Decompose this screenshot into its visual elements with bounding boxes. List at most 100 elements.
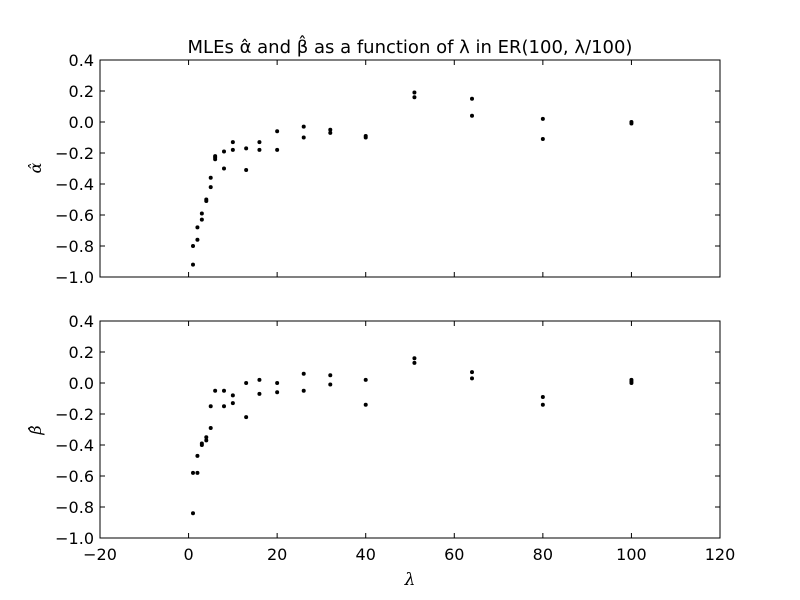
beta-data-point [257, 377, 262, 382]
beta-xtick-label: −20 [83, 545, 117, 564]
alpha-data-point [257, 140, 262, 145]
alpha-data-point [222, 149, 226, 154]
beta-data-point [363, 377, 368, 382]
beta-y-axis: −1.0 −0.8 −0.6 −0.4 −0.2 0.0 0.2 0.4 [55, 312, 720, 548]
beta-ytick-label: −1.0 [55, 529, 94, 548]
alpha-y-axis: −1.0 −0.8 −0.6 −0.4 −0.2 0.0 0.2 0.4 [55, 51, 720, 287]
beta-data-point [204, 438, 209, 443]
beta-data-point [275, 381, 280, 385]
beta-data-point [470, 370, 474, 375]
alpha-data-point [301, 135, 306, 140]
beta-points [191, 356, 634, 516]
beta-panel: −1.0 −0.8 −0.6 −0.4 −0.2 0.0 0.2 0.4 −20 0 20 40 60… [26, 312, 735, 564]
beta-data-point [213, 388, 218, 393]
beta-ytick-label: 0.0 [69, 374, 94, 393]
beta-xtick-label: 60 [444, 545, 464, 564]
alpha-data-point [470, 113, 474, 118]
alpha-ytick-label: 0.0 [69, 113, 94, 132]
alpha-data-point [412, 95, 417, 100]
alpha-panel: −1.0 −0.8 −0.6 −0.4 −0.2 0.0 0.2 0.4 α̂ [26, 51, 721, 287]
beta-ytick-label: −0.6 [55, 467, 94, 486]
alpha-data-point [195, 237, 200, 242]
alpha-data-point [275, 147, 280, 152]
beta-data-point [412, 356, 417, 361]
beta-data-point [244, 415, 249, 420]
alpha-data-point [328, 130, 333, 135]
beta-data-point [275, 390, 280, 395]
alpha-ytick-label: 0.2 [69, 82, 94, 101]
beta-ytick-label: 0.4 [69, 312, 94, 331]
beta-data-point [412, 360, 417, 365]
beta-plot-frame [99, 320, 721, 539]
beta-data-point [208, 425, 213, 430]
alpha-ytick-label: −0.6 [55, 206, 94, 225]
alpha-data-point [213, 154, 218, 159]
alpha-ytick-label: −1.0 [55, 268, 94, 287]
alpha-data-point [208, 185, 213, 190]
beta-data-point [540, 402, 545, 407]
beta-data-point [222, 388, 226, 393]
beta-xtick-label: 100 [616, 545, 647, 564]
chart-title: MLEs α̂ and β̂ as a function of λ in ER(… [188, 35, 633, 58]
beta-ytick-label: −0.8 [55, 498, 94, 517]
alpha-data-point [191, 262, 195, 267]
beta-data-point [222, 404, 226, 409]
alpha-ytick-label: −0.2 [55, 144, 94, 163]
beta-data-point [195, 470, 200, 475]
beta-xtick-label: 40 [356, 545, 376, 564]
alpha-data-point [363, 133, 368, 138]
beta-data-point [301, 371, 306, 376]
alpha-data-point [191, 244, 195, 248]
alpha-ytick-label: 0.4 [69, 51, 94, 70]
beta-xtick-label: 120 [705, 545, 736, 564]
alpha-x-axis [99, 60, 721, 277]
beta-data-point [191, 470, 195, 475]
alpha-data-point [275, 129, 280, 134]
beta-data-point [301, 388, 306, 393]
alpha-data-point [412, 90, 417, 95]
alpha-data-point [328, 127, 333, 132]
beta-xtick-label: 80 [533, 545, 553, 564]
beta-ytick-label: −0.2 [55, 405, 94, 424]
beta-data-point [470, 376, 474, 381]
beta-data-point [257, 391, 262, 396]
beta-data-point [629, 377, 634, 382]
beta-data-point [540, 394, 545, 399]
beta-data-point [230, 393, 235, 398]
beta-xtick-label: 0 [183, 545, 193, 564]
beta-data-point [204, 435, 209, 440]
alpha-data-point [230, 147, 235, 152]
alpha-data-point [230, 140, 235, 145]
alpha-ytick-label: −0.4 [55, 175, 94, 194]
alpha-data-point [540, 116, 545, 121]
alpha-data-point [204, 197, 209, 202]
beta-data-point [328, 382, 333, 387]
beta-data-point [328, 373, 333, 378]
alpha-data-point [195, 225, 200, 230]
beta-y-axis-label: β̂ [26, 425, 45, 435]
beta-data-point [199, 441, 204, 446]
alpha-data-point [208, 175, 213, 180]
alpha-data-point [222, 166, 226, 171]
beta-data-point [244, 381, 249, 385]
alpha-ytick-label: −0.8 [55, 237, 94, 256]
alpha-data-point [301, 124, 306, 129]
alpha-data-point [244, 146, 249, 151]
beta-xtick-label: 20 [267, 545, 287, 564]
alpha-data-point [540, 137, 545, 142]
alpha-data-point [629, 120, 634, 124]
alpha-points [191, 90, 634, 267]
beta-data-point [195, 453, 200, 458]
beta-ytick-label: 0.2 [69, 343, 94, 362]
x-axis-label: λ [404, 570, 416, 590]
alpha-data-point [257, 147, 262, 152]
alpha-data-point [199, 217, 204, 222]
alpha-y-axis-label: α̂ [26, 162, 45, 173]
alpha-plot-frame [99, 59, 721, 278]
alpha-data-point [244, 168, 249, 173]
beta-data-point [363, 402, 368, 407]
beta-ytick-label: −0.4 [55, 436, 94, 455]
beta-x-axis: −20 0 20 40 60 80 100 120 [83, 321, 735, 564]
